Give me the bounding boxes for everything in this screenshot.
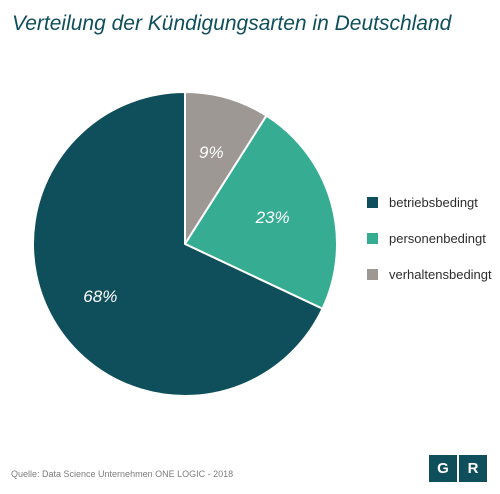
legend: betriebsbedingt personenbedingt verhalte… — [367, 192, 492, 300]
pie-slice-verhaltensbedingt — [184, 91, 268, 245]
source-note: Quelle: Data Science Unternehmen ONE LOG… — [11, 469, 234, 479]
legend-item-verhaltensbedingt: verhaltensbedingt — [367, 264, 492, 284]
legend-swatch-personenbedingt — [367, 232, 378, 244]
legend-swatch-betriebsbedingt — [367, 196, 378, 208]
chart-title: Verteilung der Kündigungsarten in Deutsc… — [12, 12, 452, 35]
slice-label-verhaltensbedingt: 9% — [199, 143, 224, 162]
pie-slice-personenbedingt — [184, 114, 338, 310]
slice-label-personenbedingt: 23% — [255, 208, 290, 227]
logo-letter-g: G — [429, 455, 457, 482]
gr-logo: G R — [429, 455, 489, 482]
pie-slice-betriebsbedingt — [32, 91, 324, 397]
legend-label-betriebsbedingt: betriebsbedingt — [389, 194, 478, 210]
legend-item-betriebsbedingt: betriebsbedingt — [367, 192, 492, 212]
legend-label-verhaltensbedingt: verhaltensbedingt — [389, 266, 492, 282]
legend-label-personenbedingt: personenbedingt — [389, 230, 486, 246]
legend-swatch-verhaltensbedingt — [367, 268, 378, 280]
slice-label-betriebsbedingt: 68% — [83, 287, 117, 306]
legend-item-personenbedingt: personenbedingt — [367, 228, 492, 248]
logo-letter-r: R — [459, 455, 487, 482]
